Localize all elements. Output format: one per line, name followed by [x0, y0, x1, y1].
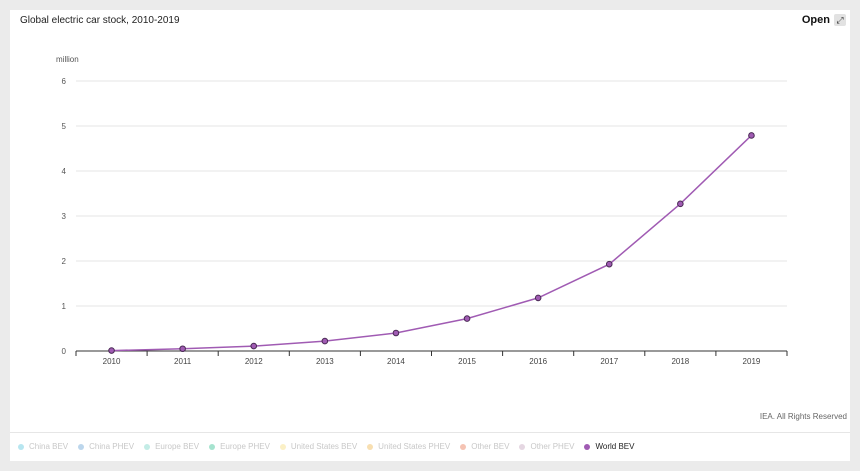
legend-item[interactable]: United States PHEV: [367, 442, 450, 451]
data-point: [392, 329, 400, 337]
series-line-world-bev: [111, 134, 752, 352]
x-tick-label: 2016: [529, 357, 547, 366]
y-tick-label: 0: [62, 347, 67, 356]
data-point: [677, 200, 684, 208]
legend-swatch: [279, 443, 286, 450]
x-tick-label: 2019: [743, 357, 761, 366]
legend-item[interactable]: World BEV: [584, 442, 634, 451]
x-tick-label: 2011: [174, 357, 192, 366]
legend-swatch: [367, 443, 374, 450]
legend-swatch: [584, 443, 591, 450]
expand-icon: ⤢: [834, 14, 846, 26]
legend-label: China BEV: [29, 442, 69, 451]
open-button-label: Open: [801, 14, 830, 26]
y-tick-label: 1: [62, 302, 67, 311]
x-tick-label: 2012: [245, 357, 263, 366]
open-button[interactable]: Open ⤢: [802, 14, 846, 26]
x-tick-label: 2018: [671, 357, 689, 366]
legend-item[interactable]: China BEV: [18, 442, 68, 451]
legend-item[interactable]: China PHEV: [78, 442, 134, 451]
y-tick-label: 2: [62, 257, 67, 266]
legend-swatch: [144, 443, 151, 450]
legend-swatch: [78, 443, 85, 450]
legend-label: Other BEV: [471, 442, 510, 451]
chart-title: Global electric car stock, 2010-2019: [20, 15, 180, 26]
x-tick-label: 2015: [458, 357, 476, 366]
legend-label: United States PHEV: [378, 442, 451, 451]
legend-label: China PHEV: [89, 442, 135, 451]
legend-item[interactable]: United States BEV: [279, 442, 358, 451]
legend-label: Europe PHEV: [220, 442, 270, 451]
data-point: [321, 337, 329, 345]
credit-text: IEA. All Rights Reserved: [759, 412, 847, 421]
legend-swatch: [519, 443, 526, 450]
y-tick-label: 5: [62, 122, 67, 131]
data-point: [108, 347, 115, 354]
chart-card: Global electric car stock, 2010-2019 Ope…: [10, 10, 850, 461]
x-tick-label: 2013: [316, 357, 334, 366]
y-tick-label: 4: [62, 167, 67, 176]
legend-divider: [10, 432, 850, 433]
legend-item[interactable]: Europe PHEV: [209, 442, 270, 451]
data-point: [463, 315, 471, 322]
y-tick-label: 6: [62, 77, 67, 86]
data-point: [179, 345, 186, 353]
x-tick-label: 2010: [103, 357, 121, 366]
chart-legend: China BEV China PHEV Europe BEV Europe PHEV…: [18, 442, 644, 451]
data-point: [605, 260, 613, 268]
legend-swatch: [460, 443, 467, 450]
y-tick-label: 3: [62, 212, 67, 221]
legend-swatch: [18, 443, 24, 450]
legend-item[interactable]: Other PHEV: [519, 442, 574, 451]
legend-item[interactable]: Europe BEV: [144, 442, 199, 451]
data-point: [250, 342, 258, 350]
data-point: [748, 132, 755, 139]
legend-label: United States BEV: [290, 442, 358, 451]
line-chart: 0 1 2 3 4 5 6 2010 2011 2012 2013 2014 2015 2016 2017 2…: [62, 77, 788, 366]
data-point: [534, 294, 542, 302]
legend-label: Other PHEV: [530, 442, 575, 451]
y-axis-unit: million: [56, 55, 79, 64]
legend-label: World BEV: [595, 442, 635, 451]
x-tick-label: 2014: [387, 357, 405, 366]
legend-label: Europe BEV: [155, 442, 200, 451]
legend-swatch: [209, 443, 216, 450]
x-tick-label: 2017: [600, 357, 618, 366]
legend-item[interactable]: Other BEV: [460, 442, 509, 451]
